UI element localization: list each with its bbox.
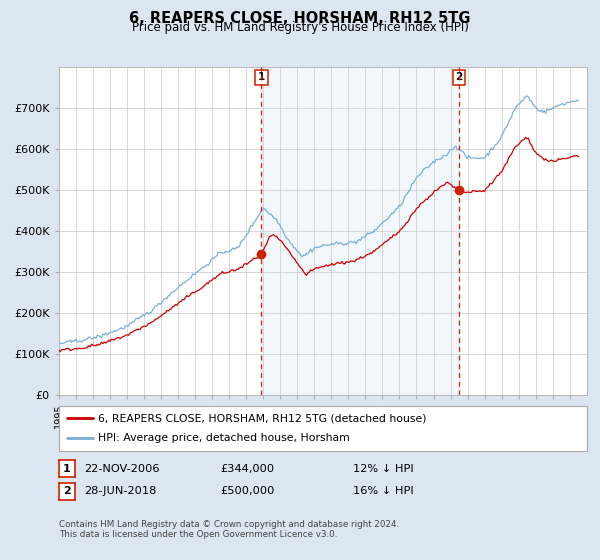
Text: HPI: Average price, detached house, Horsham: HPI: Average price, detached house, Hors… bbox=[98, 433, 350, 444]
Text: 22-NOV-2006: 22-NOV-2006 bbox=[84, 464, 160, 474]
Text: 2: 2 bbox=[63, 486, 71, 496]
Text: 16% ↓ HPI: 16% ↓ HPI bbox=[353, 486, 413, 496]
Text: Contains HM Land Registry data © Crown copyright and database right 2024.
This d: Contains HM Land Registry data © Crown c… bbox=[59, 520, 399, 539]
Text: 1: 1 bbox=[63, 464, 71, 474]
Text: 6, REAPERS CLOSE, HORSHAM, RH12 5TG: 6, REAPERS CLOSE, HORSHAM, RH12 5TG bbox=[129, 11, 471, 26]
Text: 28-JUN-2018: 28-JUN-2018 bbox=[84, 486, 157, 496]
Bar bbox=[262, 67, 459, 395]
Text: 12% ↓ HPI: 12% ↓ HPI bbox=[353, 464, 413, 474]
Text: 1: 1 bbox=[258, 72, 265, 82]
Text: 2: 2 bbox=[455, 72, 463, 82]
Text: Price paid vs. HM Land Registry's House Price Index (HPI): Price paid vs. HM Land Registry's House … bbox=[131, 21, 469, 34]
Text: 6, REAPERS CLOSE, HORSHAM, RH12 5TG (detached house): 6, REAPERS CLOSE, HORSHAM, RH12 5TG (det… bbox=[98, 413, 427, 423]
Text: £344,000: £344,000 bbox=[221, 464, 275, 474]
Text: £500,000: £500,000 bbox=[221, 486, 275, 496]
